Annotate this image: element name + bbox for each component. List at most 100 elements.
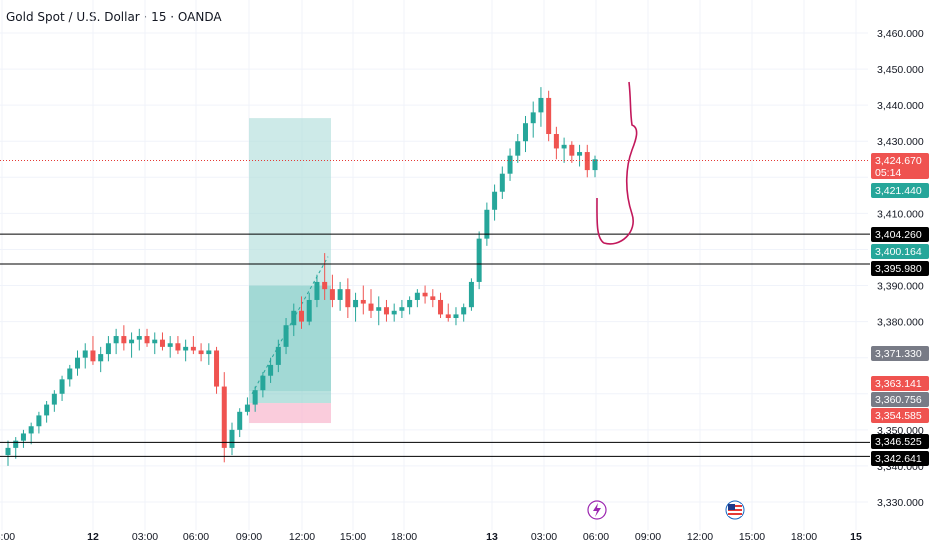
candle-body: [291, 310, 297, 326]
x-tick-label: 15: [850, 531, 862, 543]
price-badge: 3,360.756: [871, 392, 929, 407]
candle-body: [237, 411, 243, 430]
y-tick-label: 3,380.000: [877, 317, 924, 329]
grid: [0, 0, 868, 530]
y-tick-label: 3,440.000: [877, 100, 924, 112]
price-badge-bg: [871, 392, 929, 407]
lightning-event-icon[interactable]: [587, 500, 607, 520]
candle-body: [592, 159, 598, 171]
candle-body: [553, 134, 559, 149]
candle-body: [82, 350, 88, 358]
candle-body: [376, 307, 382, 311]
chart-title: Gold Spot / U.S. Dollar · 15 · OANDA: [6, 10, 222, 24]
candle-body: [584, 152, 590, 171]
candle-body: [314, 281, 320, 300]
y-tick-label: 3,450.000: [877, 64, 924, 76]
candle-body: [430, 296, 436, 300]
price-badge-label: 3,371.330: [875, 348, 922, 360]
candle-body: [44, 404, 50, 416]
candle-body: [214, 350, 220, 387]
candle-body: [275, 346, 281, 365]
candle-body: [577, 152, 583, 156]
candle-body: [105, 343, 111, 355]
candle-body: [507, 155, 513, 174]
y-tick-label: 3,330.000: [877, 497, 924, 509]
x-tick-label: 03:00: [132, 531, 158, 543]
candle-body: [5, 447, 11, 456]
candle-body: [129, 339, 135, 344]
candle-body: [136, 336, 142, 340]
candle-body: [345, 289, 351, 308]
price-badge: 3,400.164: [871, 244, 929, 259]
candle-body: [260, 375, 266, 391]
candle-body: [322, 281, 328, 290]
stop-zone[interactable]: [249, 403, 331, 424]
x-tick-label: 18:00: [391, 531, 417, 543]
candle-body: [329, 289, 335, 300]
price-badge-bg: [871, 451, 929, 466]
candle-body: [453, 314, 459, 319]
candle-body: [51, 393, 57, 405]
candle-body: [198, 350, 204, 355]
candle-body: [152, 339, 158, 344]
freehand-drawing[interactable]: [596, 81, 638, 245]
x-tick-label: 18:00: [0, 531, 15, 543]
x-tick-label: 09:00: [635, 531, 661, 543]
candle-body: [391, 310, 397, 315]
price-badge-label: 3,404.260: [875, 229, 922, 241]
price-badge-bg: [871, 153, 929, 179]
candle-body: [306, 299, 312, 322]
x-tick-label: 03:00: [531, 531, 557, 543]
candle-body: [206, 350, 212, 355]
price-badge-bg: [871, 346, 929, 361]
price-badge-countdown: 05:14: [875, 167, 901, 179]
candle-body: [492, 191, 498, 210]
candle-body: [28, 426, 34, 434]
time-axis[interactable]: 18:00 12 03:00 06:00 09:00 12:00 15:00 18:00 13 0…: [0, 531, 862, 543]
x-tick-label: 12:00: [289, 531, 315, 543]
candle-body: [283, 325, 289, 347]
candle-body: [383, 307, 389, 315]
y-tick-label: 3,350.000: [877, 425, 924, 437]
candle-body: [221, 386, 227, 448]
candle-body: [175, 343, 181, 351]
candle-body: [499, 173, 505, 192]
price-badge-bg: [871, 408, 929, 423]
candle-body: [468, 281, 474, 308]
candle-body: [399, 307, 405, 311]
candle-body: [546, 97, 552, 135]
price-badge-bg: [871, 261, 929, 276]
candle-body: [244, 404, 250, 412]
candle-body: [414, 292, 420, 300]
candle-body: [422, 292, 428, 297]
y-tick-label: 3,410.000: [877, 208, 924, 220]
candle-body: [167, 343, 173, 347]
horizontal-lines[interactable]: [0, 159, 870, 457]
candle-body: [113, 336, 119, 344]
candle-body: [59, 379, 65, 394]
candle-body: [36, 415, 42, 427]
y-tick-label: 3,430.000: [877, 136, 924, 148]
us-flag-event-icon[interactable]: [725, 500, 745, 520]
price-badge: 3,354.585: [871, 408, 929, 423]
price-badge-label: 3,424.670: [875, 155, 922, 167]
x-tick-label: 12:00: [687, 531, 713, 543]
price-badge-label: 3,360.756: [875, 394, 922, 406]
candle-body: [229, 429, 235, 448]
candle-body: [445, 314, 451, 319]
candle-body: [67, 368, 73, 380]
candle-body: [144, 336, 150, 344]
position-path: [251, 256, 329, 395]
price-badge-label: 3,342.641: [875, 453, 922, 465]
x-tick-label: 15:00: [739, 531, 765, 543]
candles-group: [5, 87, 598, 466]
price-badge-bg: [871, 376, 929, 391]
position-tool[interactable]: [249, 118, 331, 424]
candle-body: [252, 390, 258, 405]
price-badge-bg: [871, 244, 929, 259]
price-badge-label: 3,346.525: [875, 436, 922, 448]
candle-body: [75, 357, 81, 369]
candle-body: [337, 289, 343, 300]
